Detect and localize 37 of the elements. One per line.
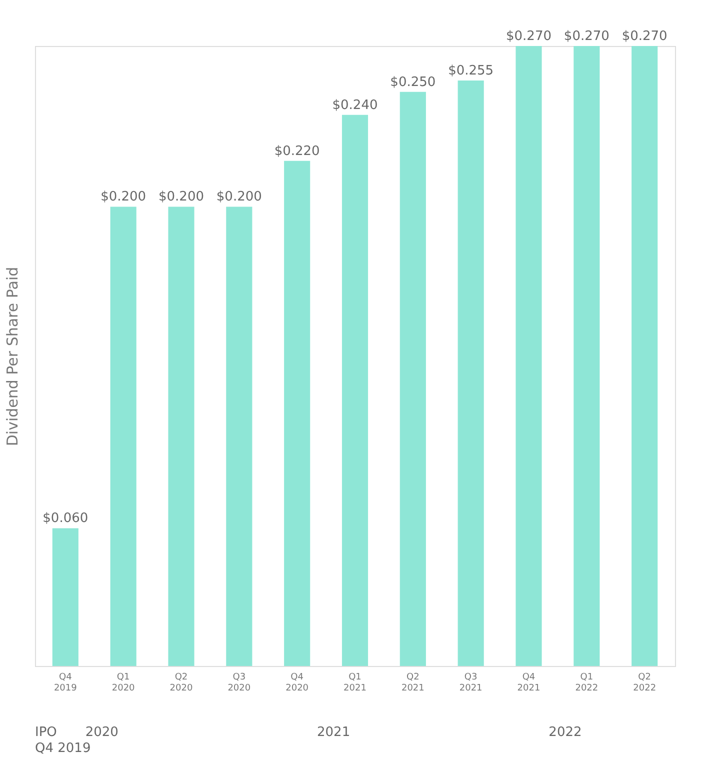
data-label: $0.200	[100, 190, 146, 205]
data-label: $0.270	[506, 29, 552, 44]
bar	[516, 46, 542, 666]
bar	[400, 92, 426, 666]
bar	[284, 160, 310, 666]
bar	[458, 80, 484, 666]
x-tick-label: Q4 2019	[54, 672, 78, 694]
bar	[52, 528, 78, 666]
bar	[632, 46, 658, 666]
data-label: $0.270	[622, 29, 668, 44]
bar	[574, 46, 600, 666]
data-label: $0.200	[158, 190, 204, 205]
data-label: $0.270	[564, 29, 610, 44]
bar	[168, 206, 194, 666]
data-label: $0.060	[42, 511, 88, 526]
data-label: $0.240	[332, 98, 378, 113]
data-label: $0.200	[216, 190, 262, 205]
data-label: $0.250	[390, 74, 436, 90]
x-tick-label: Q1 2022	[575, 672, 598, 694]
text: 2021	[317, 725, 350, 740]
data-label: $0.255	[448, 63, 494, 78]
x-tick-label: Q3 2021	[459, 672, 482, 694]
x-tick-label: Q2 2022	[633, 672, 656, 694]
bar	[226, 206, 252, 666]
data-label: $0.220	[274, 144, 320, 159]
y-axis-title: Dividend Per Share Paid	[4, 266, 22, 446]
x-tick-label: Q4 2021	[517, 672, 540, 694]
x-tick-label: Q2 2020	[170, 672, 193, 694]
bar	[342, 114, 368, 666]
x-tick-label: Q3 2020	[228, 672, 251, 694]
text: 2020	[85, 725, 118, 740]
x-tick-label: Q1 2020	[112, 672, 136, 694]
text: 2022	[548, 725, 582, 740]
x-tick-label: Q1 2021	[344, 672, 366, 694]
x-tick-label: Q4 2020	[286, 672, 309, 694]
x-tick-label: Q2 2021	[401, 672, 424, 694]
bar	[110, 206, 136, 666]
